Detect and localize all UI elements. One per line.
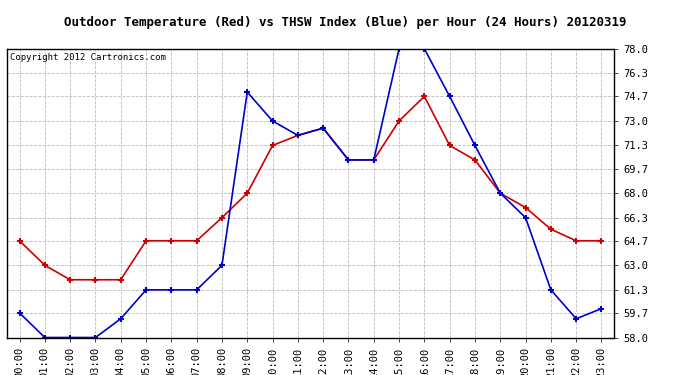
Text: Copyright 2012 Cartronics.com: Copyright 2012 Cartronics.com (10, 53, 166, 62)
Text: Outdoor Temperature (Red) vs THSW Index (Blue) per Hour (24 Hours) 20120319: Outdoor Temperature (Red) vs THSW Index … (63, 16, 627, 29)
